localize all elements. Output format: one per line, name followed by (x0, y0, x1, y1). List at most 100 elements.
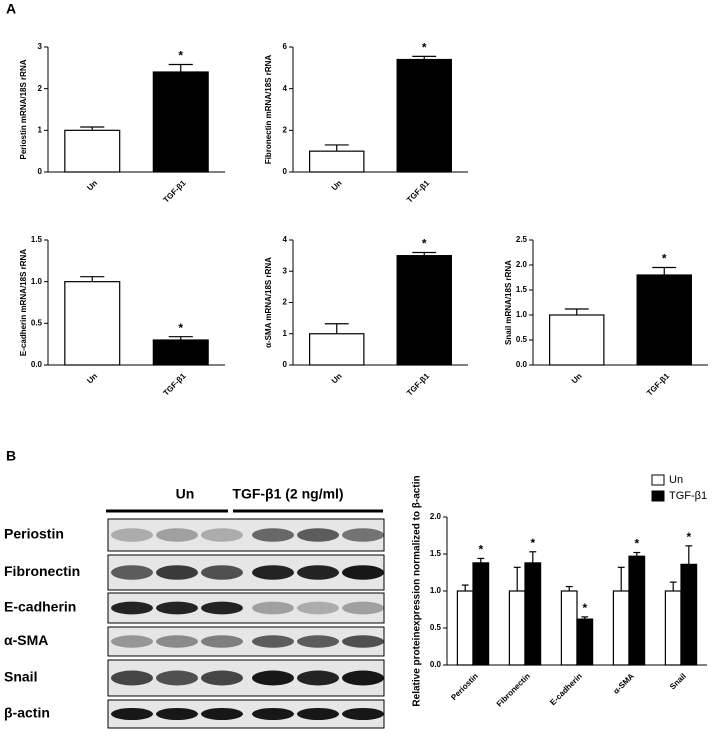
y-tick-label: 1.5 (31, 235, 43, 244)
blot-band (297, 707, 339, 721)
bar (508, 590, 526, 666)
blot-band (342, 670, 384, 686)
blot-band (252, 670, 294, 686)
bar (664, 590, 682, 666)
blot-band (297, 601, 339, 615)
blot-band (252, 635, 294, 648)
significance: * (634, 537, 639, 551)
blot-row-label: Snail (4, 669, 37, 685)
y-tick-label: 0.0 (31, 360, 43, 369)
blot-row-label: α-SMA (4, 632, 48, 648)
y-axis-label: α-SMA mRNA/18S rRNA (264, 257, 273, 348)
blot-frame (107, 592, 385, 624)
y-tick-label: 1.5 (516, 285, 528, 294)
y-tick-label: 2 (38, 84, 43, 93)
bar (396, 58, 452, 173)
panel-label: B (6, 448, 16, 464)
y-tick-label: 0.5 (31, 318, 43, 327)
y-axis-label: E-cadherin mRNA/18S rRNA (19, 249, 28, 356)
y-tick-label: 2 (283, 298, 288, 307)
bar (64, 281, 121, 366)
blot-row-label: E-cadherin (4, 599, 76, 615)
significance: * (582, 601, 587, 615)
y-tick-label: 4 (283, 84, 288, 93)
x-tick-label: Un (85, 178, 99, 192)
blot-band (201, 601, 243, 615)
x-tick-label: Periostin (449, 671, 480, 702)
bar (152, 339, 209, 366)
blot-band (252, 707, 294, 721)
blot-band (252, 528, 294, 542)
bar (64, 129, 121, 173)
blot-band (252, 565, 294, 580)
significance: * (422, 41, 427, 55)
y-tick-label: 1.5 (430, 549, 442, 558)
significance: * (422, 237, 427, 251)
blot-band (156, 528, 198, 542)
y-axis-label: Relative proteinexpression normalized to… (412, 475, 423, 706)
blot-band (342, 528, 384, 542)
legend-swatch (651, 490, 665, 502)
blot-group: TGF-β1 (2 ng/ml) (232, 486, 343, 502)
x-tick-label: Snail (668, 672, 688, 692)
blot-band (156, 670, 198, 686)
y-axis-label: Periostin mRNA/18S rRNA (19, 59, 28, 159)
y-tick-label: 3 (283, 266, 288, 275)
blot-band (201, 565, 243, 580)
y-tick-label: 6 (283, 42, 288, 51)
blot-group: Un (176, 486, 195, 502)
bar (549, 314, 605, 366)
significance: * (686, 530, 691, 544)
significance: * (662, 252, 667, 266)
blot-band (111, 707, 153, 721)
y-tick-label: 1 (283, 329, 288, 338)
bar (456, 590, 474, 666)
x-tick-label: Fibronectin (495, 671, 532, 708)
blot-band (111, 601, 153, 615)
y-axis-label: Snail mRNA/18S rRNA (504, 260, 513, 345)
blot-band (111, 528, 153, 542)
y-tick-label: 0 (283, 167, 288, 176)
legend-swatch (651, 474, 665, 486)
x-tick-label: TGF-β1 (161, 371, 188, 398)
y-tick-label: 3 (38, 42, 43, 51)
bar (680, 563, 698, 666)
bar (612, 590, 630, 666)
blot-band (201, 670, 243, 686)
blot-band (297, 670, 339, 686)
y-tick-label: 2.0 (516, 260, 528, 269)
blot-band (342, 565, 384, 580)
x-tick-label: E-cadherin (548, 671, 584, 707)
blot-band (297, 565, 339, 580)
y-tick-label: 0 (38, 167, 43, 176)
y-tick-label: 0.0 (516, 360, 528, 369)
blot-band (201, 528, 243, 542)
y-axis-label: Fibronectin mRNA/18S rRNA (264, 55, 273, 165)
blot-band (297, 635, 339, 648)
blot-band (111, 565, 153, 580)
blot-band (111, 670, 153, 686)
bar (628, 555, 646, 666)
x-tick-label: Un (570, 371, 584, 385)
y-tick-label: 2 (283, 125, 288, 134)
y-tick-label: 0.0 (430, 660, 442, 669)
blot-band (252, 601, 294, 615)
significance: * (530, 536, 535, 550)
y-tick-label: 2.0 (430, 512, 442, 521)
significance: * (178, 49, 183, 63)
y-tick-label: 2.5 (516, 235, 528, 244)
bar (472, 562, 490, 666)
significance: * (478, 543, 483, 557)
significance: * (178, 321, 183, 335)
blot-row-label: Periostin (4, 526, 64, 542)
blot-band (156, 565, 198, 580)
bar (309, 150, 365, 173)
bar (396, 255, 452, 366)
x-tick-label: α-SMA (612, 671, 636, 695)
blot-band (297, 528, 339, 542)
blot-row-label: Fibronectin (4, 563, 80, 579)
blot-band (156, 635, 198, 648)
blot-band (156, 601, 198, 615)
panel-label: A (6, 1, 16, 17)
